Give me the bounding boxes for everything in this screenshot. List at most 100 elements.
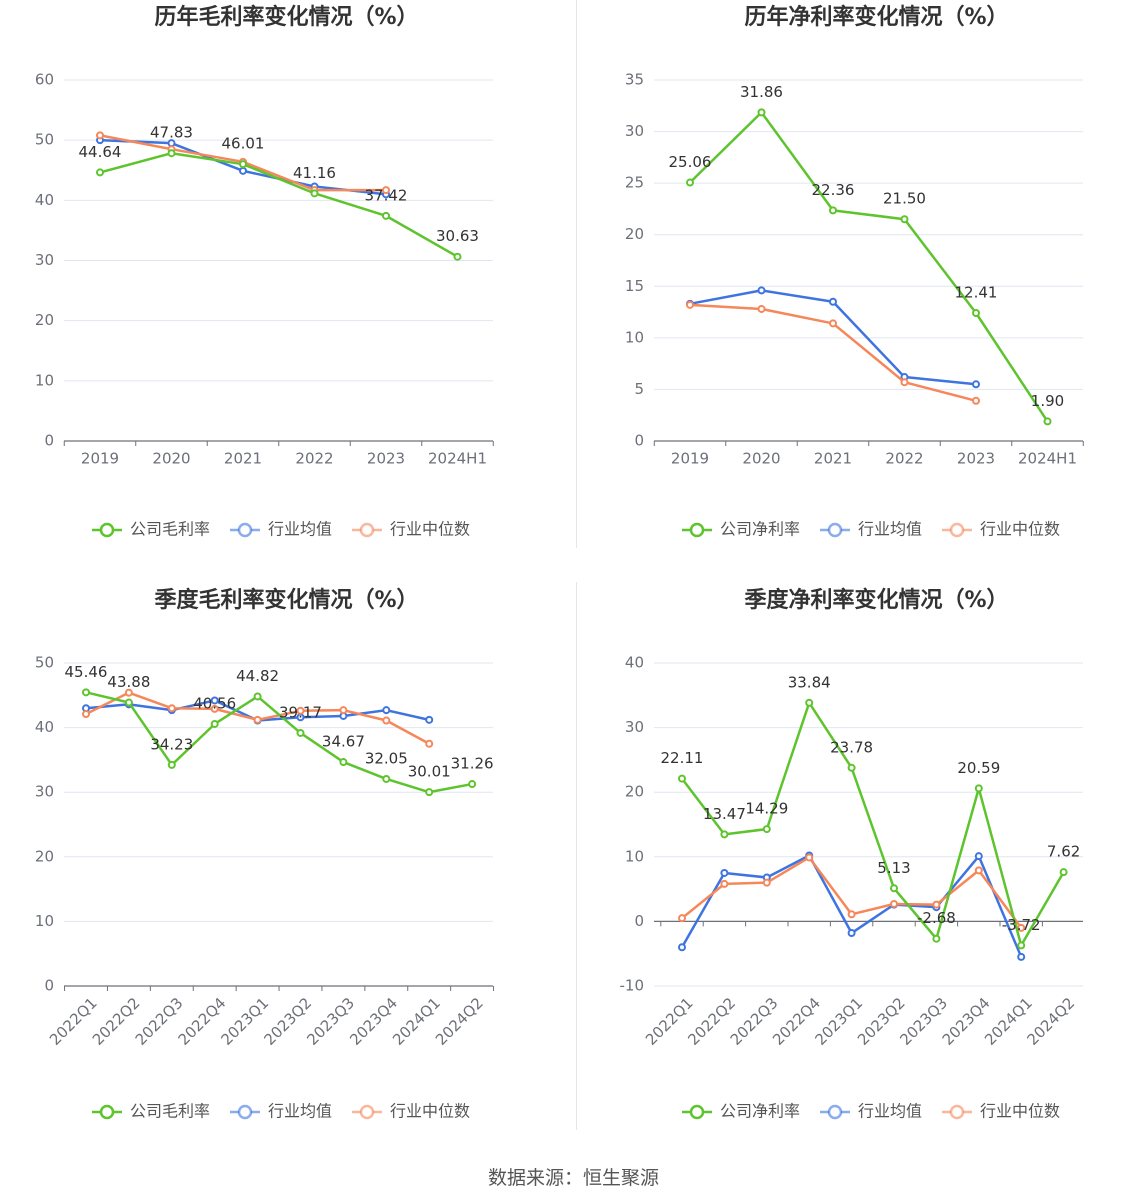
chart4-point-median: [890, 899, 898, 908]
chart3-series-line-company: [85, 691, 473, 794]
chart2-legend-marker-average: [827, 522, 843, 538]
chart3-point-average: [210, 696, 219, 705]
chart2-x-tick-label: 2021: [814, 450, 852, 468]
chart4-legend-label-average: 行业均值: [858, 1102, 922, 1121]
chart3-legend-marker-median: [359, 1104, 375, 1120]
chart2-legend-marker-company: [689, 522, 705, 538]
chart2-title: 历年净利率变化情况（%）: [744, 4, 1008, 30]
chart3-point-company: [296, 728, 305, 737]
chart1-data-label: 30.63: [436, 227, 479, 245]
chart2-x-tick-label: 2024H1: [1018, 450, 1077, 468]
chart3-y-tick-label: 30: [35, 783, 54, 801]
chart3-legend-label-median: 行业中位数: [390, 1102, 470, 1121]
chart3-data-label: 45.46: [65, 663, 108, 681]
chart1-y-tick-label: 30: [35, 251, 54, 269]
chart3-point-company: [382, 774, 391, 783]
chart1-title: 历年毛利率变化情况（%）: [154, 4, 418, 30]
chart2-point-average: [972, 380, 980, 389]
chart1-x-tick-label: 2019: [81, 450, 119, 468]
chart4-point-average: [720, 868, 729, 877]
chart3-point-company: [210, 719, 219, 728]
chart2-data-label: 22.36: [812, 181, 855, 199]
chart4-point-company: [847, 763, 856, 772]
chart3-legend-label-average: 行业均值: [268, 1102, 332, 1121]
chart3-y-tick-label: 50: [35, 654, 54, 672]
chart4-point-company: [1059, 868, 1068, 877]
chart2-point-median: [972, 396, 980, 405]
chart4-y-tick-label: 30: [625, 718, 644, 736]
vertical-separator-top: [576, 0, 577, 548]
chart4-legend-label-median: 行业中位数: [980, 1102, 1060, 1121]
chart3-y-tick-label: 20: [35, 847, 54, 865]
chart2-y-tick-label: 25: [625, 174, 644, 192]
chart1-data-label: 41.16: [293, 164, 336, 182]
chart3-point-median: [339, 706, 348, 715]
chart1-legend-marker-company: [99, 522, 115, 538]
chart4-point-median: [762, 878, 771, 887]
chart2-point-median: [900, 378, 909, 387]
chart3-point-average: [382, 706, 391, 715]
chart4-y-tick-label: -10: [620, 977, 645, 995]
chart3-legend-label-company: 公司毛利率: [130, 1102, 210, 1121]
chart4-point-company: [762, 825, 771, 834]
chart3-data-label: 39.17: [279, 703, 322, 721]
chart2-y-tick-label: 5: [634, 380, 644, 398]
chart1-y-tick-label: 40: [35, 191, 54, 209]
chart3-point-company: [82, 688, 90, 697]
chart2-y-tick-label: 15: [625, 277, 644, 295]
chart2-point-company: [829, 206, 837, 215]
chart1-point-company: [382, 211, 390, 220]
chart1-y-tick-label: 0: [44, 432, 54, 450]
chart4-y-tick-label: 20: [625, 783, 644, 801]
chart4-legend-label-company: 公司净利率: [720, 1102, 800, 1121]
chart3-y-tick-label: 10: [35, 912, 54, 930]
chart1-point-company: [96, 168, 104, 177]
chart4-point-average: [1017, 952, 1026, 961]
chart4-data-label: -2.68: [917, 909, 956, 927]
chart1-point-company: [167, 149, 176, 158]
chart1-point-company: [239, 160, 247, 169]
chart2-legend-marker-median: [949, 522, 965, 538]
chart2-x-tick-label: 2023: [957, 450, 995, 468]
chart3-point-median: [82, 710, 90, 719]
chart2-data-label: 25.06: [669, 153, 712, 171]
chart1-legend-label-median: 行业中位数: [390, 520, 470, 539]
chart4-title: 季度净利率变化情况（%）: [744, 587, 1008, 613]
chart1-legend-label-company: 公司毛利率: [130, 520, 210, 539]
chart2-point-company: [757, 108, 766, 117]
chart3-data-label: 30.01: [408, 763, 451, 781]
chart3-data-label: 44.82: [236, 667, 279, 685]
chart3-point-median: [382, 716, 391, 725]
chart3-point-company: [425, 788, 434, 797]
chart4-y-tick-label: 0: [634, 912, 644, 930]
chart2-point-average: [757, 286, 766, 295]
chart3-point-company: [468, 780, 477, 789]
chart1-point-company: [310, 189, 319, 198]
chart1-y-tick-label: 60: [35, 71, 54, 89]
chart3-legend-marker-average: [237, 1104, 253, 1120]
chart2-point-median: [757, 304, 766, 313]
chart4-point-median: [1017, 923, 1026, 932]
chart1-x-tick-label: 2023: [367, 450, 405, 468]
chart2-point-median: [829, 319, 837, 328]
chart4-legend-marker-median: [949, 1104, 965, 1120]
chart3-point-median: [167, 704, 176, 713]
chart2-y-tick-label: 0: [634, 432, 644, 450]
chart1-point-median: [382, 186, 390, 195]
chart3-point-company: [253, 692, 262, 701]
chart1-data-label: 44.64: [79, 143, 122, 161]
chart3-title: 季度毛利率变化情况（%）: [154, 587, 418, 613]
chart1-data-label: 47.83: [150, 124, 193, 142]
chart2-series-line-median: [689, 303, 977, 402]
chart1-x-tick-label: 2022: [295, 450, 333, 468]
chart4-point-average: [847, 929, 856, 938]
chart4-point-median: [932, 900, 941, 909]
chart2-x-tick-label: 2020: [742, 450, 780, 468]
chart4-legend-marker-company: [689, 1104, 705, 1120]
chart2-legend-label-company: 公司净利率: [720, 520, 800, 539]
chart4-data-label: 23.78: [830, 738, 873, 756]
chart1-x-tick-label: 2021: [224, 450, 262, 468]
chart2-point-company: [900, 215, 909, 224]
chart2-y-tick-label: 35: [625, 71, 644, 89]
